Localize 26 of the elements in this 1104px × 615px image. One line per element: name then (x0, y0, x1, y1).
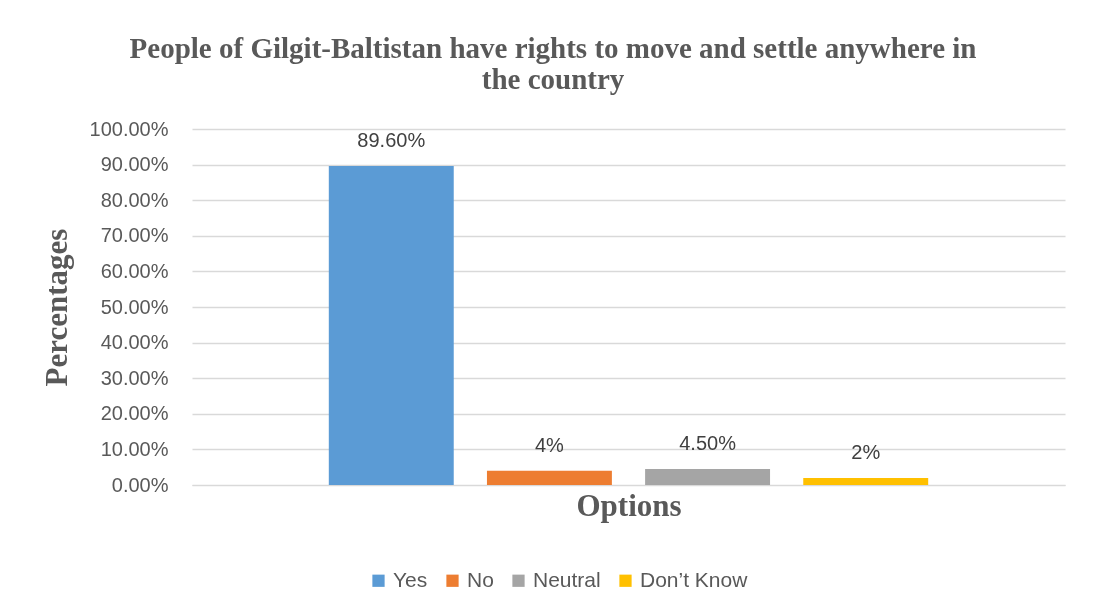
data-label: 2% (851, 440, 881, 463)
y-tick-label: 100.00% (89, 117, 169, 140)
x-axis-title: Options (576, 487, 682, 523)
data-label: 89.60% (357, 129, 426, 152)
y-tick-label: 80.00% (100, 188, 169, 211)
bar (803, 477, 929, 485)
bar (328, 166, 454, 485)
legend-label: Neutral (533, 567, 601, 591)
y-tick-label: 50.00% (100, 295, 169, 318)
chart-title: People of Gilgit-Baltistan have rights to move and settle anywhere in the country (129, 32, 977, 95)
y-tick-label: 20.00% (100, 402, 169, 425)
y-tick-label: 70.00% (100, 224, 169, 247)
y-tick-label: 60.00% (100, 259, 169, 282)
y-axis-title: Percentages (38, 228, 74, 387)
data-label: 4% (534, 433, 565, 456)
data-label: 4.50% (679, 431, 737, 454)
bar (486, 470, 612, 485)
legend-label: Yes (393, 567, 428, 591)
y-tick-label: 90.00% (100, 153, 169, 176)
y-tick-label: 0.00% (111, 473, 169, 496)
bar (645, 468, 771, 485)
legend-label: No (467, 567, 494, 591)
y-tick-label: 40.00% (100, 331, 169, 354)
y-tick-label: 30.00% (100, 366, 169, 389)
legend-label: Don’t Know (640, 567, 749, 591)
y-tick-label: 10.00% (100, 437, 169, 460)
